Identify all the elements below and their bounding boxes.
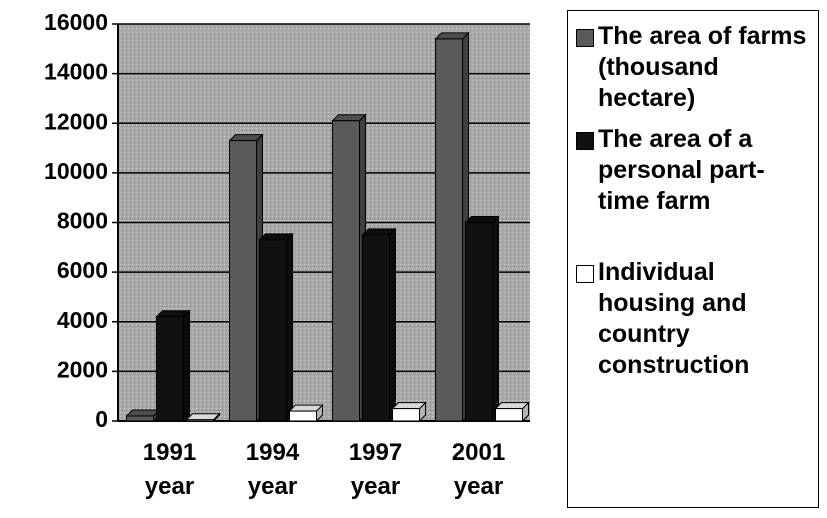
bar-top	[464, 216, 500, 223]
y-tick-label: 14000	[44, 59, 108, 85]
y-tick-label: 16000	[44, 9, 108, 35]
y-tick-label: 2000	[57, 356, 108, 382]
legend-item: Individual housing and country construct…	[576, 257, 810, 381]
bar	[289, 410, 317, 422]
bar-side	[492, 215, 499, 423]
bar-top	[361, 228, 397, 236]
bar	[332, 120, 360, 422]
legend-swatch	[576, 132, 594, 150]
bar-side	[286, 232, 293, 423]
y-tick-label: 6000	[57, 257, 108, 283]
y-tick-label: 4000	[57, 307, 108, 333]
bar	[465, 222, 493, 422]
y-tick-label: 10000	[44, 158, 108, 184]
bar-side	[183, 309, 190, 423]
bar-top	[155, 310, 191, 318]
bar	[126, 415, 154, 422]
bar	[362, 234, 390, 422]
bar-top	[494, 402, 530, 410]
legend-label: The area of a personal part-time farm	[598, 125, 765, 215]
legend-item: The area of a personal part-time farm	[576, 124, 810, 217]
bar	[259, 239, 287, 422]
bar	[435, 38, 463, 422]
x-tick-label: 1994 year	[245, 439, 300, 500]
bar	[495, 408, 523, 422]
legend: The area of farms (thousand hectare) The …	[567, 10, 819, 508]
bar	[156, 316, 184, 422]
bar-top	[391, 402, 427, 410]
legend-label: The area of farms (thousand hectare)	[598, 22, 807, 112]
x-tick-label: 2001 year	[451, 439, 506, 500]
bar	[229, 140, 257, 422]
legend-item: The area of farms (thousand hectare)	[576, 21, 810, 114]
y-tick-label: 0	[95, 406, 108, 432]
x-tick-label: 1997 year	[348, 439, 403, 500]
bar-top	[288, 404, 324, 412]
legend-swatch	[576, 29, 594, 47]
x-tick-label: 1991 year	[142, 439, 197, 500]
bar-top	[434, 32, 470, 40]
bar	[392, 408, 420, 422]
y-tick-label: 8000	[57, 208, 108, 234]
y-tick-label: 12000	[44, 108, 108, 134]
bar-top	[185, 413, 221, 421]
legend-swatch	[576, 265, 594, 283]
bar	[186, 419, 214, 422]
legend-label: Individual housing and country construct…	[598, 258, 750, 379]
bar-top	[331, 114, 367, 122]
bar-side	[389, 227, 396, 423]
bar-top	[228, 134, 264, 142]
bar-top	[125, 409, 161, 417]
bar-top	[258, 233, 294, 241]
